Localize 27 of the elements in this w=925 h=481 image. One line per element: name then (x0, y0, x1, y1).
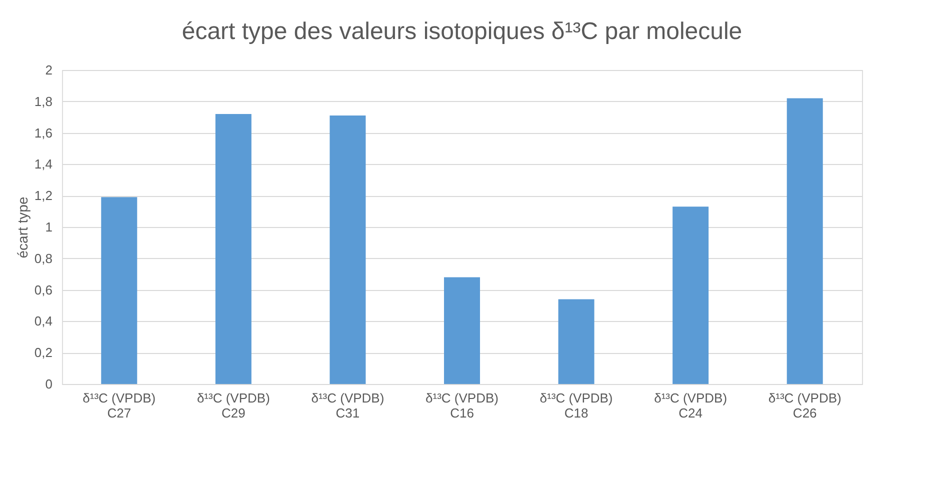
chart-title: écart type des valeurs isotopiques δ¹³C par molecule (182, 18, 742, 45)
bar (330, 116, 366, 384)
x-tick-label: δ¹³C (VPDB) C27 (82, 390, 156, 420)
y-axis-title: écart type (14, 196, 30, 258)
y-tick-label: 1,4 (34, 156, 52, 172)
y-tick-label: 0 (45, 376, 52, 392)
bar (672, 206, 709, 384)
y-tick-label: 1,8 (34, 94, 52, 109)
y-tick-label: 0,4 (34, 314, 52, 329)
x-tick-label: δ¹³C (VPDB) C16 (426, 390, 498, 420)
x-tick-label: δ¹³C (VPDB) C26 (768, 390, 842, 420)
x-tick-label: δ¹³C (VPDB) C29 (196, 390, 270, 420)
bar (444, 277, 480, 384)
bar (558, 299, 594, 384)
bar (101, 197, 138, 384)
y-tick-label: 0,2 (34, 345, 52, 360)
y-tick-label: 1,6 (34, 125, 52, 140)
y-tick-label: 0,6 (34, 282, 52, 298)
y-tick-label: 2 (45, 62, 52, 78)
x-tick-label: δ¹³C (VPDB) C18 (540, 390, 613, 420)
bar (786, 98, 823, 384)
y-tick-label: 1,2 (34, 188, 52, 204)
y-tick-label: 1 (45, 220, 52, 234)
bar (215, 114, 252, 384)
x-tick-label: δ¹³C (VPDB) C24 (654, 390, 728, 420)
y-tick-label: 0,8 (34, 250, 52, 266)
x-tick-label: δ¹³C (VPDB) C31 (311, 390, 384, 420)
